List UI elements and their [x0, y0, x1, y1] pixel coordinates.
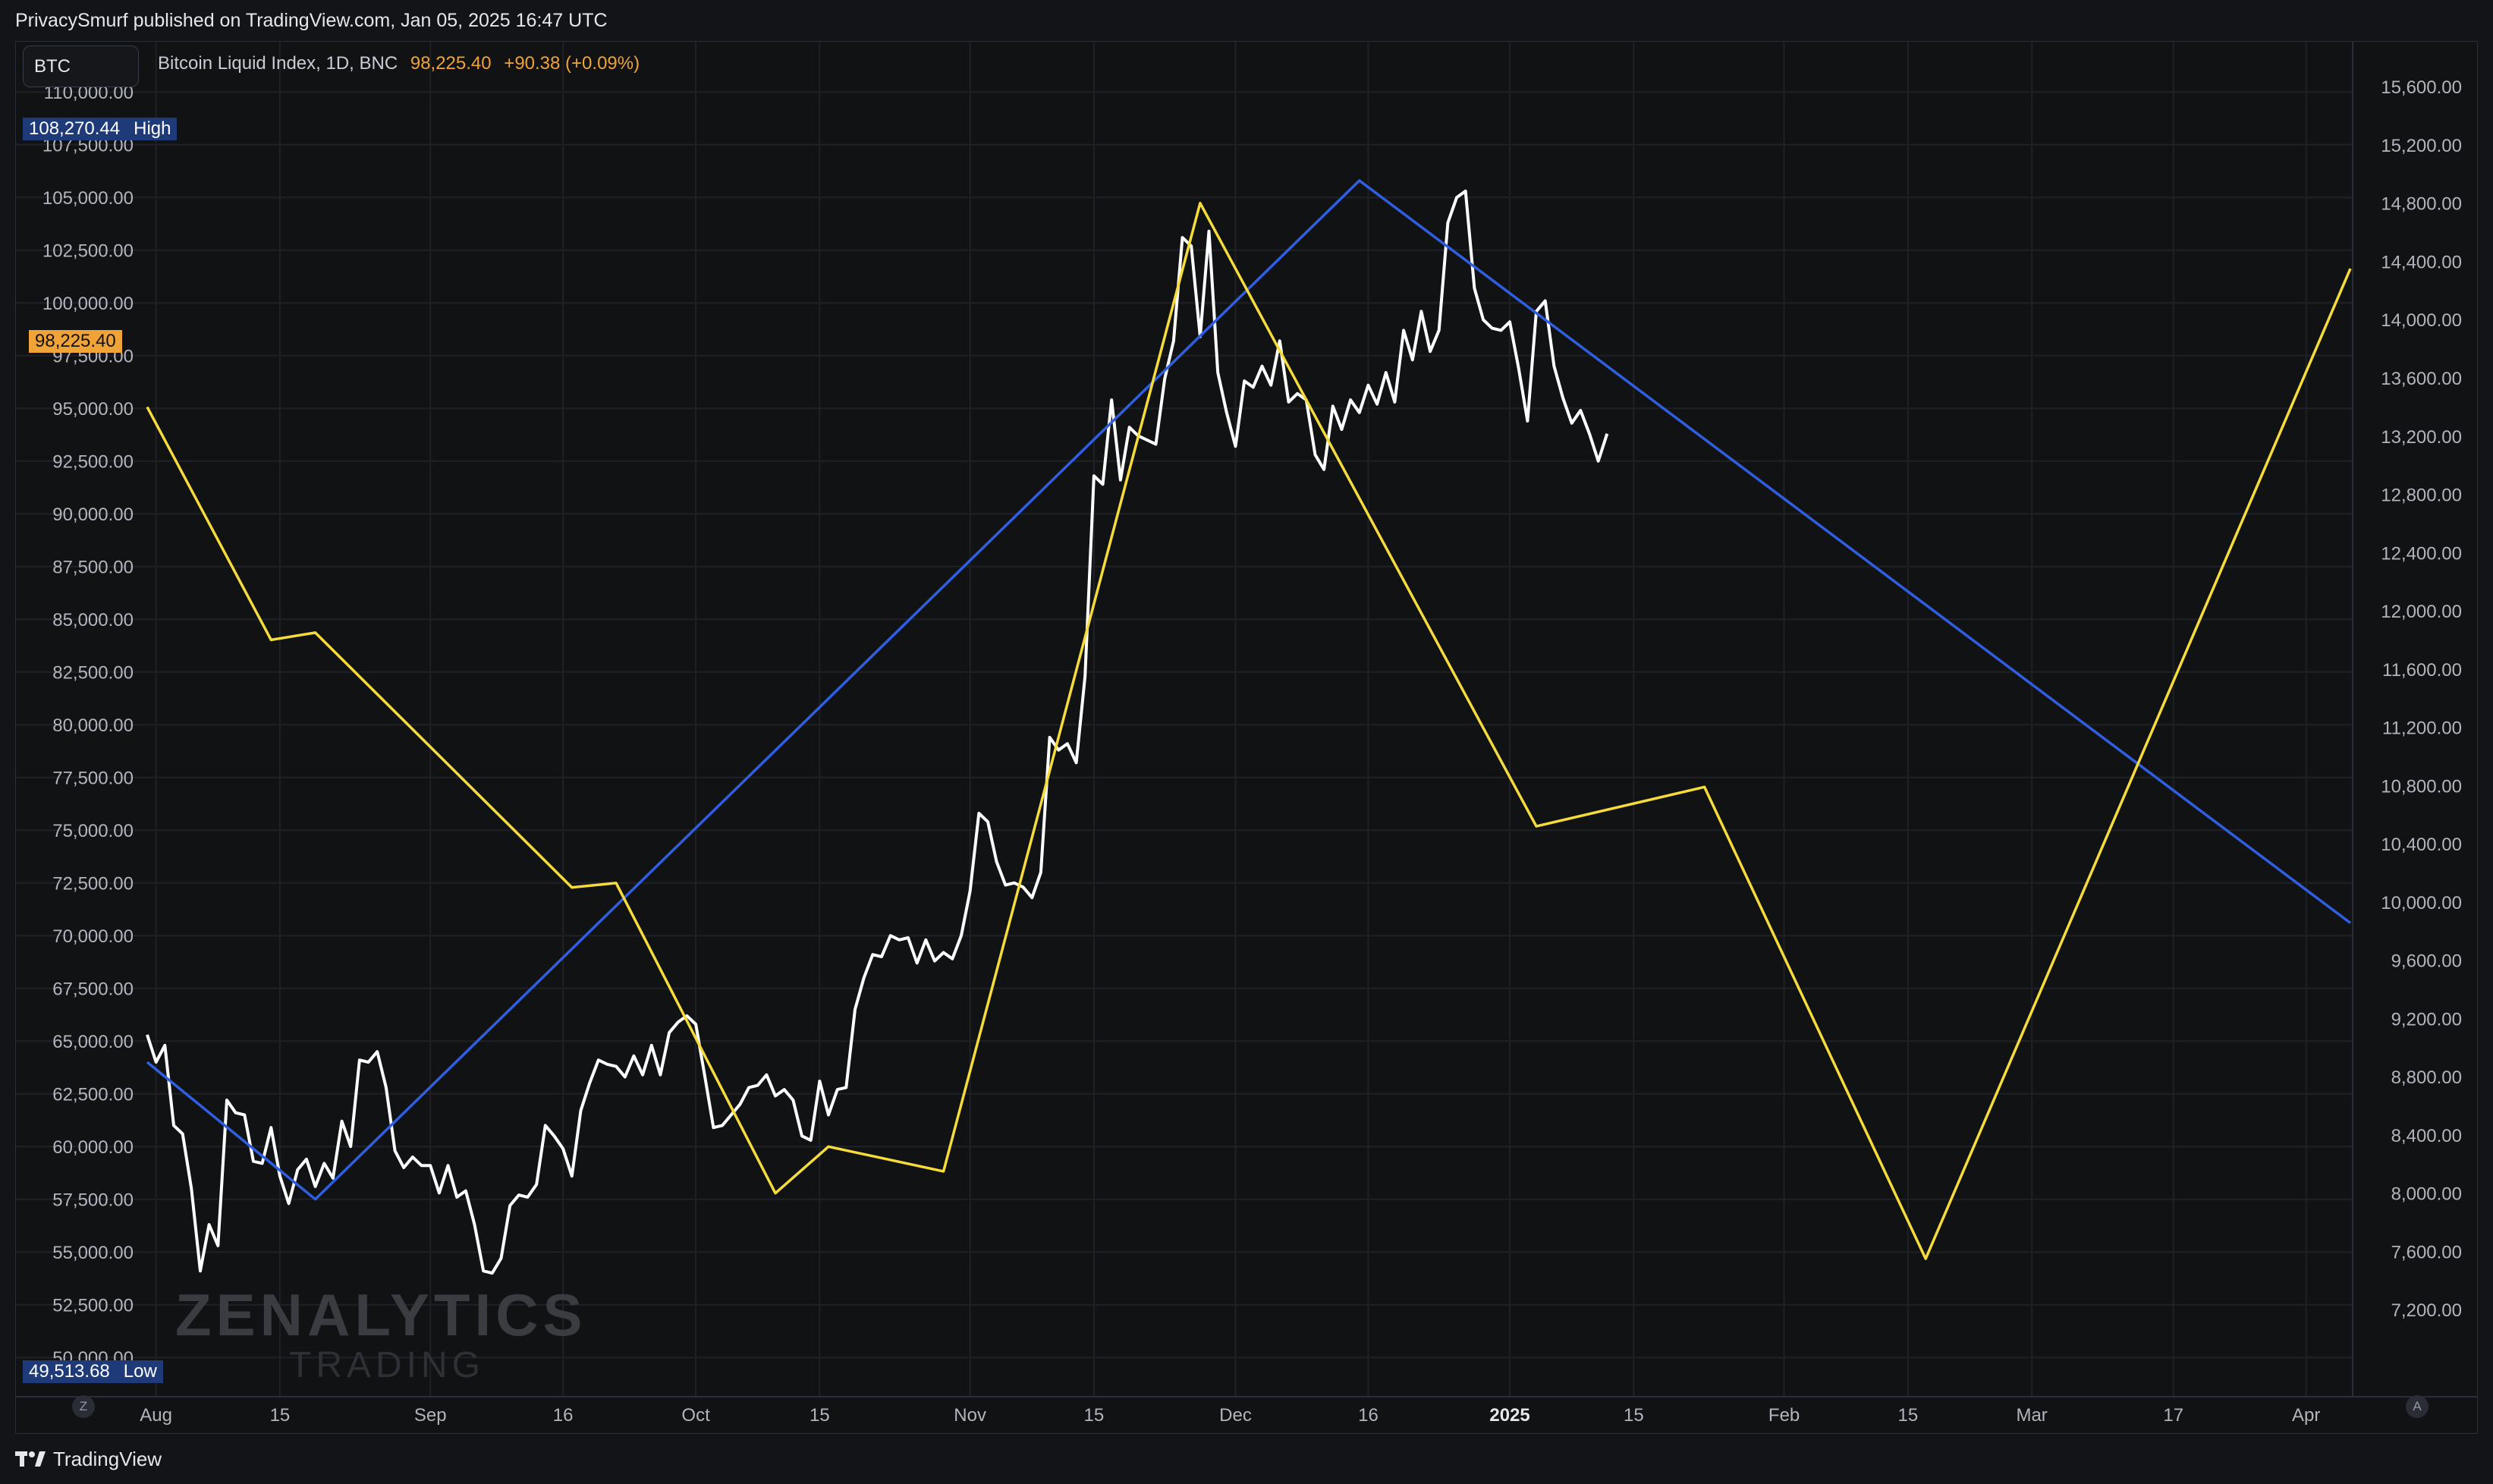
watermark: ZENALYTICS TRADING — [175, 1281, 587, 1385]
time-axis-tick-label: Oct — [681, 1405, 710, 1426]
top-bar: PrivacySmurf published on TradingView.co… — [0, 0, 2493, 41]
time-axis-tick-label: 2025 — [1489, 1405, 1529, 1426]
right-axis-tick-label: 15,200.00 — [2381, 136, 2462, 156]
left-axis-tick-label: 52,500.00 — [52, 1296, 134, 1316]
left-axis-tick-label: 82,500.00 — [52, 663, 134, 684]
auto-scale-label: A — [2413, 1399, 2422, 1413]
left-axis-tick-label: 65,000.00 — [52, 1032, 134, 1052]
yellow-cycle-line — [146, 201, 2352, 1260]
low-value: 49,513.68 — [29, 1361, 110, 1382]
left-axis-tick-label: 70,000.00 — [52, 926, 134, 947]
price-line — [146, 189, 1609, 1275]
high-value: 108,270.44 — [29, 118, 121, 139]
low-tag: 49,513.68 Low — [23, 1360, 163, 1383]
left-axis-tick-label: 62,500.00 — [52, 1085, 134, 1105]
left-axis-tick-label: 85,000.00 — [52, 610, 134, 630]
tradingview-logo-icon — [15, 1451, 46, 1467]
right-axis-tick-label: 9,200.00 — [2391, 1009, 2462, 1030]
chart[interactable]: ZENALYTICS TRADING 50,000.0052,500.0055,… — [16, 42, 2477, 1433]
right-axis-tick-label: 10,000.00 — [2381, 893, 2462, 913]
left-axis-tick-label: 87,500.00 — [52, 558, 134, 578]
time-axis-tick-label: 15 — [810, 1405, 830, 1426]
log-scale-label: Z — [79, 1399, 88, 1413]
symbol-search-button[interactable]: BTC — [23, 46, 139, 87]
right-axis-tick-label: 12,000.00 — [2381, 602, 2462, 622]
time-axis-tick-label: Apr — [2292, 1405, 2320, 1426]
chart-frame[interactable]: ZENALYTICS TRADING 50,000.00 52,500.00 55,… — [15, 41, 2478, 1434]
left-axis-tick-label: 105,000.00 — [42, 188, 134, 209]
right-axis-tick-label: 13,600.00 — [2381, 369, 2462, 389]
time-axis-tick-label: 15 — [1898, 1405, 1919, 1426]
time-axis-tick-label: Mar — [2016, 1405, 2047, 1426]
left-price-axis[interactable]: 50,000.0052,500.0055,000.0057,500.0060,0… — [42, 83, 134, 1369]
time-axis-tick-label: Sep — [414, 1405, 447, 1426]
left-axis-tick-label: 57,500.00 — [52, 1190, 134, 1211]
symbol-label: BTC — [34, 55, 71, 77]
series — [146, 179, 2352, 1275]
right-price-axis[interactable]: 7,200.00 7,600.00 8,000.00 8,400.00 8,800.00… — [2352, 42, 2462, 1397]
left-axis-tick-label: 102,500.00 — [42, 241, 134, 262]
right-axis-tick-label: 7,200.00 — [2391, 1300, 2462, 1321]
time-axis-tick-label: 15 — [270, 1405, 291, 1426]
left-axis-tick-label: 90,000.00 — [52, 505, 134, 525]
right-axis-tick-label: 15,600.00 — [2381, 77, 2462, 98]
legend-price: 98,225.40 — [410, 53, 492, 74]
right-axis-tick-label: 14,800.00 — [2381, 194, 2462, 215]
left-axis-tick-label: 67,500.00 — [52, 979, 134, 1000]
time-axis-tick-label: 15 — [1624, 1405, 1644, 1426]
left-axis-tick-label: 72,500.00 — [52, 874, 134, 894]
tradingview-logo[interactable]: TradingView — [15, 1448, 162, 1471]
left-axis-tick-label: 95,000.00 — [52, 399, 134, 420]
right-axis-tick-label: 8,000.00 — [2391, 1184, 2462, 1205]
time-axis-tick-label: 15 — [1084, 1405, 1105, 1426]
time-axis-tick-label: 16 — [553, 1405, 574, 1426]
last-price-value: 98,225.40 — [35, 331, 116, 351]
left-axis-tick-label: 75,000.00 — [52, 821, 134, 841]
left-axis-tick-label: 100,000.00 — [42, 294, 134, 314]
legend-name: Bitcoin Liquid Index, 1D, BNC — [158, 53, 398, 74]
left-axis-tick-label: 60,000.00 — [52, 1137, 134, 1158]
time-axis[interactable]: Aug 15 Sep 16 Oct 15 Nov 15 Dec 16 2025 15 Feb 15 Mar 1… — [16, 1396, 2477, 1426]
right-axis-tick-label: 8,400.00 — [2391, 1126, 2462, 1146]
series-legend[interactable]: Bitcoin Liquid Index, 1D, BNC 98,225.40 … — [158, 53, 640, 74]
left-axis-tick-label: 55,000.00 — [52, 1243, 134, 1263]
time-axis-tick-label: Dec — [1219, 1405, 1252, 1426]
low-label: Low — [123, 1361, 157, 1382]
last-price-tag: 98,225.40 — [29, 330, 122, 353]
time-axis-tick-label: 16 — [1358, 1405, 1379, 1426]
right-axis-tick-label: 12,400.00 — [2381, 543, 2462, 564]
left-axis-tick-label: 80,000.00 — [52, 715, 134, 736]
legend-change: +90.38 (+0.09%) — [504, 53, 640, 74]
right-axis-tick-label: 14,400.00 — [2381, 252, 2462, 272]
time-axis-tick-label: 17 — [2163, 1405, 2183, 1426]
right-axis-tick-label: 10,400.00 — [2381, 835, 2462, 855]
grid — [16, 42, 2353, 1397]
auto-scale-button[interactable]: A — [2406, 1395, 2429, 1418]
left-axis-tick-label: 77,500.00 — [52, 769, 134, 789]
time-axis-tick-label: Aug — [140, 1405, 172, 1426]
right-axis-tick-label: 11,600.00 — [2382, 660, 2462, 681]
right-axis-tick-label: 12,800.00 — [2381, 486, 2462, 506]
right-axis-tick-label: 7,600.00 — [2391, 1242, 2462, 1262]
published-info: PrivacySmurf published on TradingView.co… — [15, 9, 608, 31]
watermark-subtitle: TRADING — [289, 1345, 485, 1385]
left-axis-tick-label: 92,500.00 — [52, 452, 134, 473]
right-axis-tick-label: 11,200.00 — [2382, 718, 2462, 739]
right-axis-tick-label: 10,800.00 — [2381, 776, 2462, 797]
right-axis-tick-label: 9,600.00 — [2391, 951, 2462, 972]
high-label: High — [134, 118, 171, 139]
time-axis-tick-label: Nov — [954, 1405, 986, 1426]
tradingview-brand: TradingView — [53, 1447, 162, 1470]
right-axis-tick-label: 8,800.00 — [2391, 1067, 2462, 1088]
high-tag: 108,270.44 High — [23, 118, 178, 140]
time-axis-tick-label: Feb — [1768, 1405, 1800, 1426]
log-scale-button[interactable]: Z — [72, 1395, 95, 1418]
right-axis-tick-label: 14,000.00 — [2381, 310, 2462, 331]
right-axis-tick-label: 13,200.00 — [2381, 427, 2462, 448]
blue-cycle-line — [146, 179, 2352, 1201]
bottom-bar: TradingView — [0, 1434, 2493, 1484]
watermark-title: ZENALYTICS — [175, 1281, 587, 1348]
